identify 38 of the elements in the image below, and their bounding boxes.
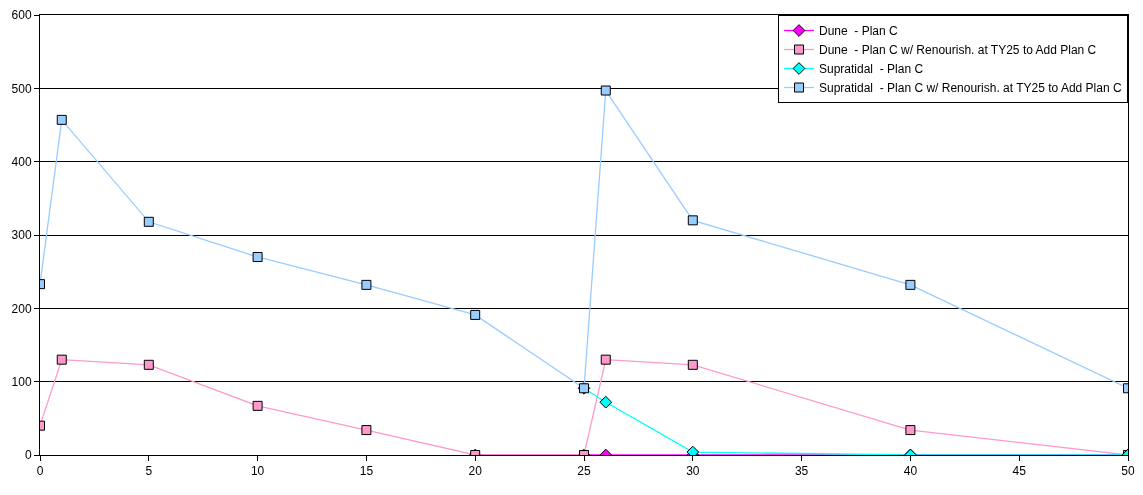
x-tick-label: 5 xyxy=(145,464,153,479)
y-tick-label: 600 xyxy=(11,8,32,23)
y-tick-label: 400 xyxy=(11,154,32,169)
y-tick-label: 500 xyxy=(11,81,32,96)
x-tick-label: 30 xyxy=(686,464,700,479)
point xyxy=(361,425,372,436)
x-tick-label: 25 xyxy=(577,464,591,479)
y-tick-label: 200 xyxy=(11,301,32,316)
x-tick-label: 20 xyxy=(468,464,483,479)
point xyxy=(361,279,372,290)
x-tick-label: 50 xyxy=(1121,464,1135,479)
point xyxy=(56,354,67,365)
y-tick-label: 300 xyxy=(11,228,32,243)
x-tick-label: 15 xyxy=(359,464,374,479)
x-tick-label: 35 xyxy=(794,464,809,479)
point xyxy=(600,85,611,96)
legend-label: Dune - Plan C w/ Renourish. at TY25 to Add Plan C xyxy=(819,43,1097,58)
point xyxy=(143,216,154,227)
legend-label: Supratidal - Plan C xyxy=(819,62,924,77)
x-tick-label: 40 xyxy=(903,464,918,479)
x-tick-label: 10 xyxy=(250,464,265,479)
point xyxy=(599,395,613,409)
point xyxy=(687,215,698,226)
point xyxy=(252,400,263,411)
point xyxy=(905,425,916,436)
point xyxy=(143,359,154,370)
legend-label: Supratidal - Plan C w/ Renourish. at TY25 to Add Plan C xyxy=(819,81,1122,96)
point xyxy=(56,114,67,125)
x-tick-label: 0 xyxy=(36,464,44,479)
y-tick-label: 100 xyxy=(11,374,32,389)
point xyxy=(600,354,611,365)
point xyxy=(252,252,263,262)
x-tick-label: 45 xyxy=(1012,464,1027,479)
y-tick-label: 0 xyxy=(24,448,32,463)
legend-label: Dune - Plan C xyxy=(819,24,899,39)
point xyxy=(470,309,481,320)
point xyxy=(687,359,698,370)
point xyxy=(905,279,916,290)
